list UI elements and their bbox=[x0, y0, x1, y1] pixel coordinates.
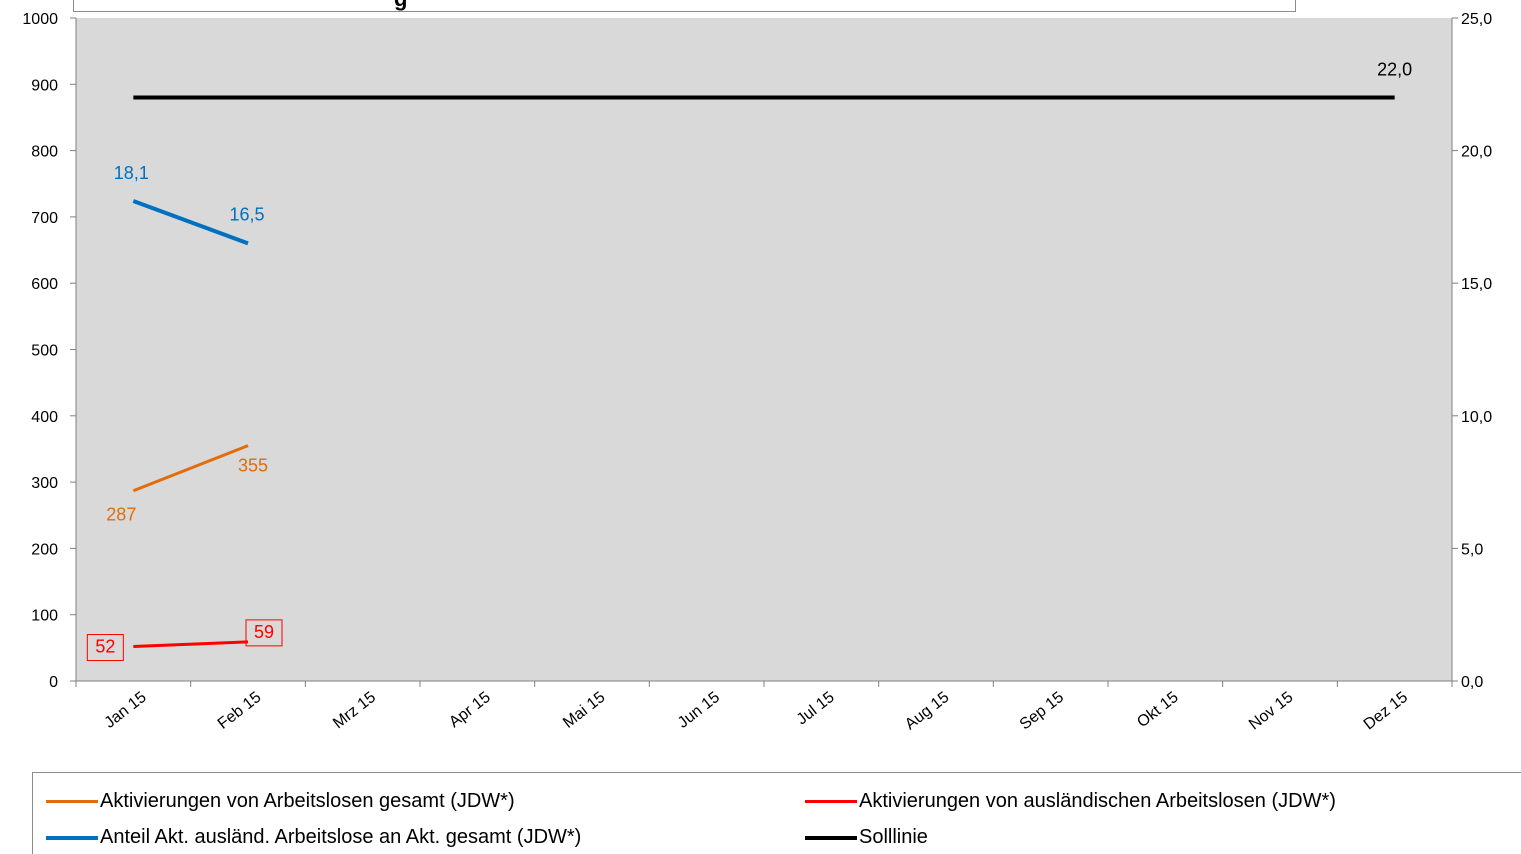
y-right-tick-label: 15,0 bbox=[1461, 276, 1492, 293]
legend-item-solllinie: Solllinie bbox=[805, 826, 928, 849]
y-left-tick-label: 600 bbox=[31, 276, 58, 293]
legend-label: Aktivierungen von ausländischen Arbeitsl… bbox=[859, 790, 1336, 812]
y-left-tick-label: 400 bbox=[31, 409, 58, 426]
y-right-tick-label: 25,0 bbox=[1461, 11, 1492, 28]
x-tick-label: Sep 15 bbox=[1017, 689, 1068, 734]
legend-item-aktivierungen-gesamt: Aktivierungen von Arbeitslosen gesamt (J… bbox=[46, 790, 515, 813]
legend-item-aktivierungen-auslaendisch: Aktivierungen von ausländischen Arbeitsl… bbox=[805, 790, 1336, 813]
series-line-1 bbox=[132, 444, 249, 493]
series-line-2 bbox=[133, 640, 249, 649]
legend: Aktivierungen von Arbeitslosen gesamt (J… bbox=[32, 772, 1521, 854]
data-label: 18,1 bbox=[114, 163, 149, 183]
legend-swatch bbox=[46, 800, 98, 803]
y-right-tick-label: 20,0 bbox=[1461, 144, 1492, 161]
y-right-tick-label: 10,0 bbox=[1461, 409, 1492, 426]
data-label: 16,5 bbox=[229, 204, 264, 224]
data-label: 287 bbox=[106, 505, 136, 525]
y-left-tick-label: 300 bbox=[31, 475, 58, 492]
x-tick-label: Dez 15 bbox=[1361, 689, 1411, 734]
x-tick-label: Feb 15 bbox=[215, 689, 265, 733]
x-tick-label: Jun 15 bbox=[675, 689, 723, 732]
y-left-tick-label: 200 bbox=[31, 541, 58, 558]
x-tick-label: Jan 15 bbox=[101, 689, 149, 732]
y-right-tick-label: 5,0 bbox=[1461, 541, 1483, 558]
chart-title: g bbox=[394, 0, 407, 11]
data-label: 52 bbox=[95, 637, 115, 657]
x-tick-label: Mai 15 bbox=[560, 689, 608, 732]
y-left-tick-label: 800 bbox=[31, 144, 58, 161]
plot-area bbox=[76, 18, 1452, 681]
y-left-tick-label: 700 bbox=[31, 210, 58, 227]
x-tick-label: Jul 15 bbox=[794, 689, 838, 729]
series-line-3 bbox=[132, 199, 249, 246]
data-label-box bbox=[86, 634, 124, 662]
y-right-tick-label: 0,0 bbox=[1461, 674, 1483, 691]
y-left-tick-label: 100 bbox=[31, 608, 58, 625]
legend-swatch bbox=[46, 835, 98, 840]
data-label: 355 bbox=[238, 456, 268, 476]
x-tick-label: Aug 15 bbox=[902, 689, 953, 734]
legend-item-anteil: Anteil Akt. ausländ. Arbeitslose an Akt.… bbox=[46, 826, 581, 849]
legend-swatch bbox=[805, 835, 857, 840]
legend-label: Anteil Akt. ausländ. Arbeitslose an Akt.… bbox=[100, 826, 582, 848]
data-label-box bbox=[245, 619, 283, 647]
x-tick-label: Okt 15 bbox=[1134, 689, 1182, 731]
y-left-tick-label: 900 bbox=[31, 77, 58, 94]
x-tick-label: Apr 15 bbox=[446, 689, 494, 731]
x-tick-label: Mrz 15 bbox=[330, 689, 379, 733]
legend-swatch bbox=[805, 800, 857, 803]
legend-label: Aktivierungen von Arbeitslosen gesamt (J… bbox=[100, 790, 515, 812]
y-left-tick-label: 1000 bbox=[22, 11, 58, 28]
line-chart: 0 100 200 300 400 500 600 700 800 900 1000 0,0 5,0 10… bbox=[22, 11, 1492, 734]
y-left-tick-label: 0 bbox=[49, 674, 58, 691]
data-label: 22,0 bbox=[1377, 60, 1412, 80]
x-tick-label: Nov 15 bbox=[1246, 689, 1296, 734]
chart-title-box: g bbox=[73, 0, 1296, 12]
data-label: 59 bbox=[254, 622, 274, 642]
y-left-tick-label: 500 bbox=[31, 343, 58, 360]
legend-label: Solllinie bbox=[859, 826, 928, 848]
